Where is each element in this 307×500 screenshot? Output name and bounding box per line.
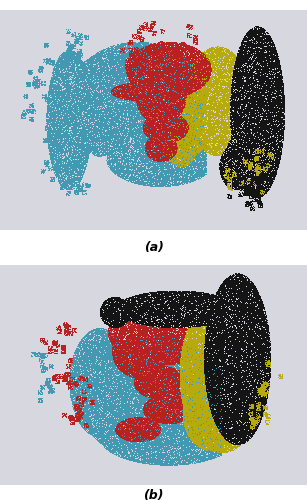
Text: (a): (a)	[144, 241, 163, 254]
Text: (b): (b)	[143, 490, 164, 500]
